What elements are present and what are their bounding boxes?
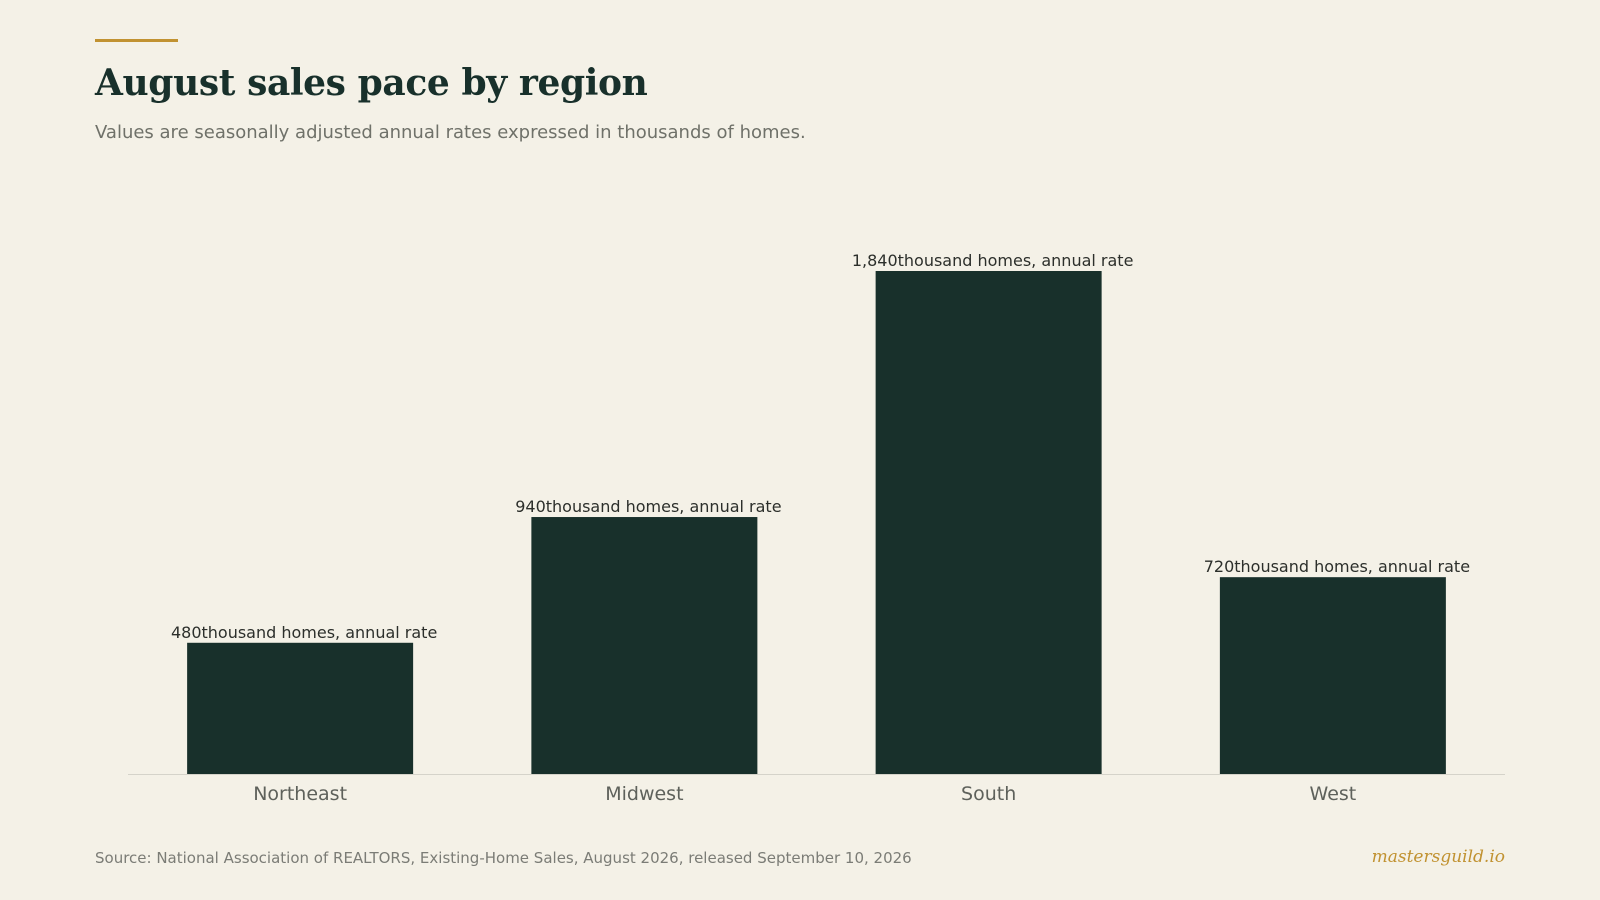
x-tick-label-west: West [1310, 783, 1357, 805]
bar-west [1219, 577, 1446, 774]
bars-layer [187, 271, 1446, 774]
bar-south [875, 271, 1102, 774]
x-tick-label-south: South [961, 783, 1016, 805]
x-tick-labels-layer: Northeast Midwest South West [253, 783, 1356, 805]
brand-wordmark: mastersguild.io [1371, 847, 1505, 867]
x-tick-label-northeast: Northeast [253, 783, 347, 805]
value-label-midwest: 940thousand homes, annual rate [515, 497, 781, 516]
chart-title: August sales pace by region [95, 62, 648, 104]
bar-midwest [531, 517, 758, 774]
accent-rule [95, 39, 178, 42]
chart-subtitle: Values are seasonally adjusted annual ra… [95, 122, 806, 143]
value-label-west: 720thousand homes, annual rate [1204, 557, 1470, 576]
x-tick-label-midwest: Midwest [605, 783, 683, 805]
bar-northeast [187, 642, 414, 774]
value-label-northeast: 480thousand homes, annual rate [171, 623, 437, 642]
value-label-south: 1,840thousand homes, annual rate [852, 251, 1134, 270]
value-labels-layer: 480thousand homes, annual rate 940thousan… [171, 251, 1470, 642]
source-note: Source: National Association of REALTORS… [95, 849, 912, 867]
